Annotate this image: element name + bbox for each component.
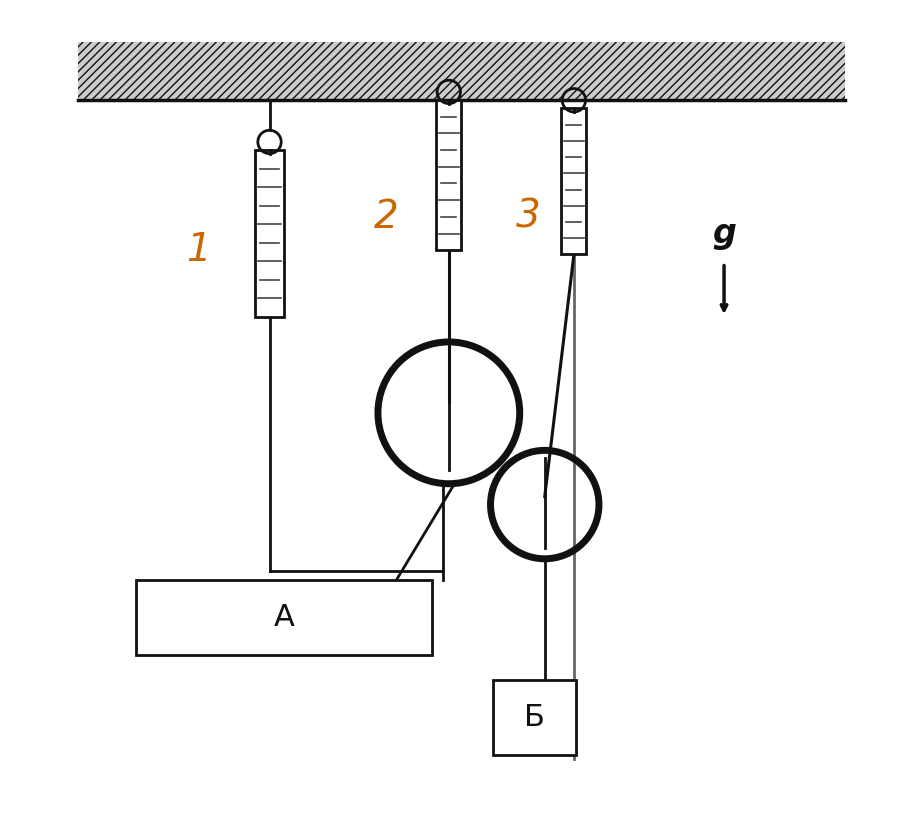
Text: Б: Б [525,703,545,731]
Text: 3: 3 [516,198,541,236]
Bar [437,100,461,250]
Text: 1: 1 [187,231,211,269]
Bar [255,150,284,317]
Bar [136,580,432,655]
Bar [78,42,845,100]
Bar [562,108,586,254]
Text: А: А [274,603,294,631]
Text: g: g [712,217,736,250]
Text: 2: 2 [374,198,399,236]
Bar [493,680,576,755]
